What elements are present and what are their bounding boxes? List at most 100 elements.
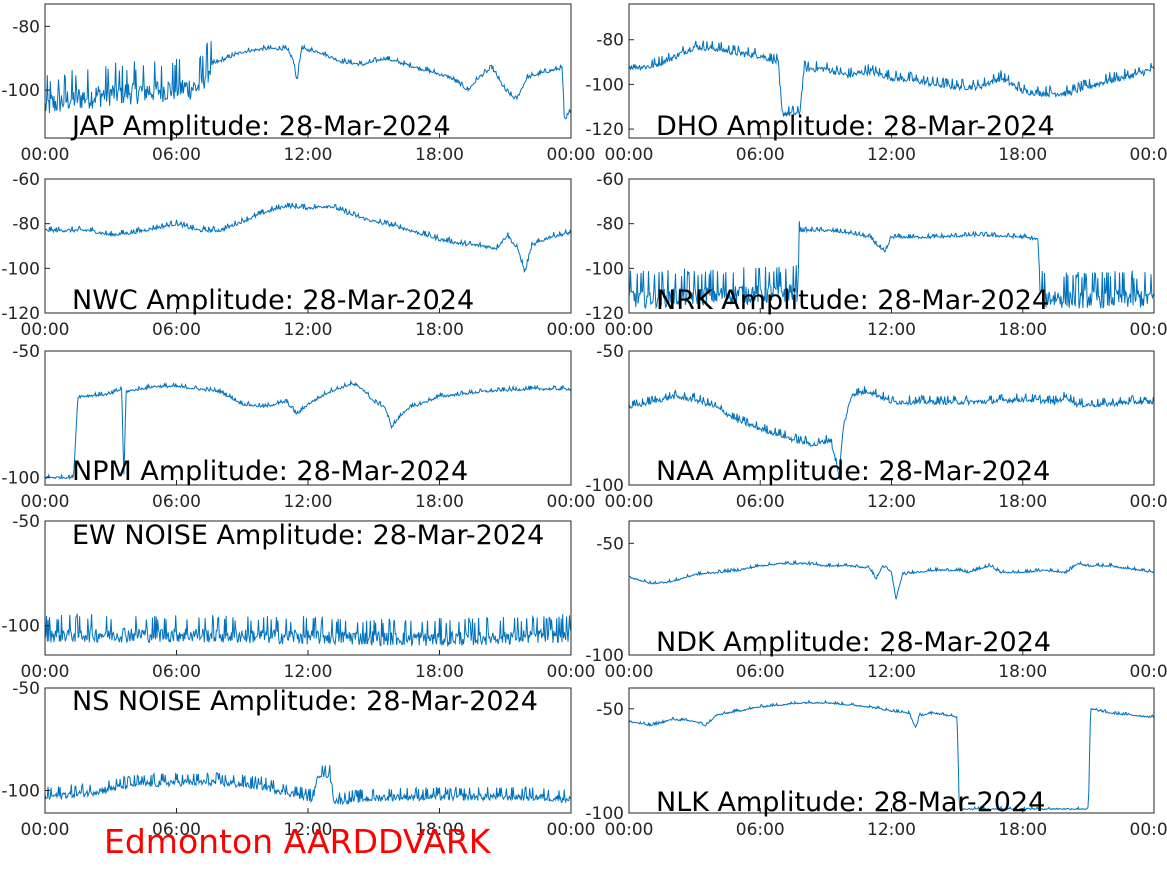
nlk-x-tick-label: 00:00 <box>605 820 654 840</box>
naa-y-tick-label: -50 <box>596 342 624 362</box>
ndk-y-tick-label: -100 <box>585 646 624 666</box>
ndk-x-tick-label: 00:00 <box>605 662 654 682</box>
dho-series-line <box>629 40 1154 117</box>
ns-noise-series-line <box>45 765 571 806</box>
jap-x-tick-label: 18:00 <box>415 145 464 165</box>
jap-x-tick-label: 06:00 <box>152 145 201 165</box>
dho-panel-title: DHO Amplitude: 28-Mar-2024 <box>656 111 1055 142</box>
nrk-y-tick-label: -120 <box>585 304 624 324</box>
naa-x-tick-label: 12:00 <box>867 492 916 512</box>
nlk-series-line <box>629 699 1154 812</box>
panel-naa: 00:00 06:00 12:00 18:00 00:00 -50 -100 NAA Ampl… <box>585 342 1167 512</box>
nlk-x-tick-label: 18:00 <box>998 820 1047 840</box>
station-footer-label: Edmonton AARDDVARK <box>104 822 491 861</box>
npm-y-tick-label: -100 <box>1 468 40 488</box>
nrk-x-tick-label: 18:00 <box>998 320 1047 340</box>
nwc-y-tick-label: -80 <box>12 215 40 235</box>
nwc-x-tick-label: 06:00 <box>152 320 201 340</box>
npm-panel-title: NPM Amplitude: 28-Mar-2024 <box>72 456 468 487</box>
nrk-x-tick-label: 00:00 <box>1130 320 1167 340</box>
ew-noise-y-tick-label: -50 <box>12 512 40 532</box>
ns-noise-x-tick-label: 18:00 <box>415 820 464 840</box>
jap-y-tick-label: -80 <box>12 17 40 37</box>
ew-noise-y-tick-label: -100 <box>1 617 40 637</box>
npm-x-tick-label: 12:00 <box>284 492 333 512</box>
jap-x-tick-label: 00:00 <box>547 145 596 165</box>
ew-noise-x-tick-label: 00:00 <box>547 662 596 682</box>
nrk-panel-title: NRK Amplitude: 28-Mar-2024 <box>656 285 1049 316</box>
dho-x-tick-label: 00:00 <box>605 145 654 165</box>
nlk-panel-title: NLK Amplitude: 28-Mar-2024 <box>656 787 1045 818</box>
nlk-y-tick-label: -100 <box>585 804 624 824</box>
dho-x-tick-label: 18:00 <box>998 145 1047 165</box>
jap-y-tick-label: -100 <box>1 81 40 101</box>
nrk-y-tick-label: -100 <box>585 259 624 279</box>
ns-noise-y-tick-label: -100 <box>1 781 40 801</box>
panel-nwc: 00:00 06:00 12:00 18:00 00:00 -60 -80 -100 -120 N… <box>1 170 595 340</box>
ndk-panel-title: NDK Amplitude: 28-Mar-2024 <box>656 627 1051 658</box>
nrk-x-tick-label: 12:00 <box>867 320 916 340</box>
ew-noise-panel-title: EW NOISE Amplitude: 28-Mar-2024 <box>72 520 544 551</box>
dho-y-tick-label: -100 <box>585 75 624 95</box>
ew-noise-x-tick-label: 06:00 <box>152 662 201 682</box>
ns-noise-panel-title: NS NOISE Amplitude: 28-Mar-2024 <box>72 686 538 717</box>
panel-npm: 00:00 06:00 12:00 18:00 00:00 -50 -100 NPM Ampl… <box>1 342 595 512</box>
npm-x-tick-label: 18:00 <box>415 492 464 512</box>
ndk-x-tick-label: 12:00 <box>867 662 916 682</box>
dho-x-tick-label: 00:00 <box>1130 145 1167 165</box>
dho-x-tick-label: 12:00 <box>867 145 916 165</box>
panel-nlk: 00:00 06:00 12:00 18:00 00:00 -50 -100 NLK Ampl… <box>585 687 1167 840</box>
naa-x-tick-label: 00:00 <box>605 492 654 512</box>
npm-x-tick-label: 06:00 <box>152 492 201 512</box>
panel-ew-noise: 00:00 06:00 12:00 18:00 00:00 -50 -100 EW NOISE… <box>1 512 595 682</box>
ns-noise-x-tick-label: 06:00 <box>152 820 201 840</box>
nrk-x-tick-label: 00:00 <box>605 320 654 340</box>
dho-y-tick-label: -80 <box>596 31 624 51</box>
ndk-y-tick-label: -50 <box>596 534 624 554</box>
nwc-panel-title: NWC Amplitude: 28-Mar-2024 <box>72 285 474 316</box>
ew-noise-x-tick-label: 00:00 <box>21 662 70 682</box>
naa-x-tick-label: 06:00 <box>736 492 785 512</box>
nwc-y-tick-label: -100 <box>1 259 40 279</box>
ndk-series-line <box>629 559 1154 600</box>
nrk-x-tick-label: 06:00 <box>736 320 785 340</box>
npm-y-tick-label: -50 <box>12 342 40 362</box>
jap-panel-title: JAP Amplitude: 28-Mar-2024 <box>70 111 451 142</box>
ns-noise-y-tick-label: -50 <box>12 679 40 699</box>
jap-series-line <box>45 41 571 120</box>
ew-noise-x-tick-label: 18:00 <box>415 662 464 682</box>
panel-nrk: 00:00 06:00 12:00 18:00 00:00 -60 -80 -100 -120 N… <box>585 170 1167 340</box>
naa-x-tick-label: 00:00 <box>1130 492 1167 512</box>
ns-noise-x-tick-label: 12:00 <box>284 820 333 840</box>
ns-noise-x-tick-label: 00:00 <box>21 820 70 840</box>
ndk-x-tick-label: 18:00 <box>998 662 1047 682</box>
panel-ns-noise: 00:00 06:00 12:00 18:00 00:00 -50 -100 NS NOISE… <box>1 679 595 840</box>
nlk-x-tick-label: 06:00 <box>736 820 785 840</box>
nlk-x-tick-label: 12:00 <box>867 820 916 840</box>
jap-x-tick-label: 12:00 <box>284 145 333 165</box>
dho-x-tick-label: 06:00 <box>736 145 785 165</box>
panel-ndk: 00:00 06:00 12:00 18:00 00:00 -50 -100 NDK Ampl… <box>585 520 1167 682</box>
nwc-y-tick-label: -120 <box>1 304 40 324</box>
nwc-y-tick-label: -60 <box>12 170 40 190</box>
panel-dho: 00:00 06:00 12:00 18:00 00:00 -80 -100 -120 DHO … <box>585 3 1167 165</box>
nrk-y-tick-label: -60 <box>596 170 624 190</box>
nlk-x-tick-label: 00:00 <box>1130 820 1167 840</box>
npm-x-tick-label: 00:00 <box>21 492 70 512</box>
dho-y-tick-label: -120 <box>585 120 624 140</box>
nwc-x-tick-label: 18:00 <box>415 320 464 340</box>
naa-series-line <box>629 386 1154 479</box>
nwc-series-line <box>45 202 571 273</box>
nrk-y-tick-label: -80 <box>596 215 624 235</box>
jap-x-tick-label: 00:00 <box>21 145 70 165</box>
ew-noise-series-line <box>45 612 571 647</box>
ndk-x-tick-label: 06:00 <box>736 662 785 682</box>
nwc-x-tick-label: 00:00 <box>547 320 596 340</box>
nwc-x-tick-label: 00:00 <box>21 320 70 340</box>
naa-panel-title: NAA Amplitude: 28-Mar-2024 <box>656 456 1050 487</box>
ndk-x-tick-label: 00:00 <box>1130 662 1167 682</box>
nwc-x-tick-label: 12:00 <box>284 320 333 340</box>
naa-x-tick-label: 18:00 <box>998 492 1047 512</box>
ns-noise-x-tick-label: 00:00 <box>547 820 596 840</box>
